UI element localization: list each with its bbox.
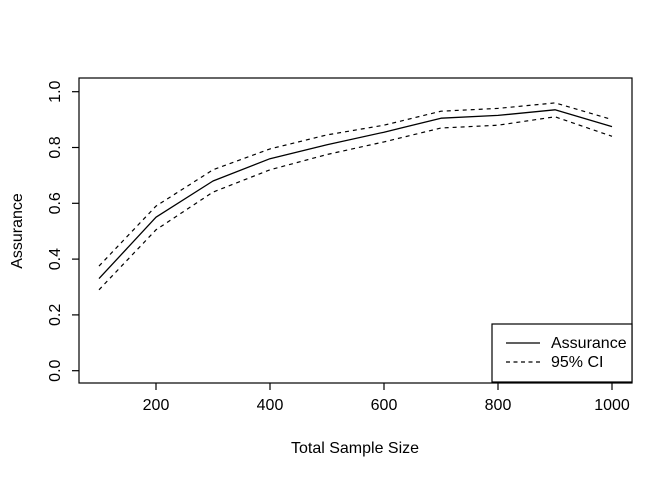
x-tick-label: 600 <box>371 397 398 414</box>
legend-label-assurance: Assurance <box>551 335 627 352</box>
legend: Assurance 95% CI <box>491 323 633 383</box>
x-tick-label: 1000 <box>594 397 630 414</box>
y-axis-title: Assurance <box>9 193 26 269</box>
x-tick-label: 400 <box>257 397 284 414</box>
assurance-line <box>98 109 613 280</box>
y-tick-label: 0.4 <box>47 248 64 270</box>
y-tick-label: 0.6 <box>47 192 64 214</box>
ci-lower-line <box>98 116 613 291</box>
y-tick-label: 0.8 <box>47 136 64 158</box>
legend-box <box>491 323 633 383</box>
y-tick-label: 0.2 <box>47 304 64 326</box>
y-tick-label: 0.0 <box>47 359 64 381</box>
ci-upper-line <box>98 102 613 267</box>
y-tick-label: 1.0 <box>47 80 64 102</box>
plot-area: 200 400 600 800 1000 0.0 0.2 0.4 0.6 0.8 1.0 <box>47 77 633 414</box>
plot-border <box>78 77 633 384</box>
legend-label-ci: 95% CI <box>551 354 603 371</box>
x-tick-label: 200 <box>143 397 170 414</box>
x-axis-title: Total Sample Size <box>291 440 419 457</box>
x-tick-label: 800 <box>485 397 512 414</box>
